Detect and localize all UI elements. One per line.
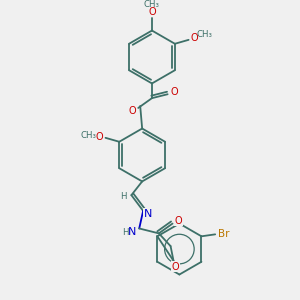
Text: O: O <box>172 262 179 272</box>
Text: N: N <box>128 227 136 237</box>
Text: H: H <box>122 228 129 237</box>
Text: O: O <box>191 33 198 43</box>
Text: N: N <box>144 209 152 219</box>
Text: H: H <box>120 192 127 201</box>
Text: CH₃: CH₃ <box>144 0 160 9</box>
Text: CH₃: CH₃ <box>196 30 212 39</box>
Text: O: O <box>171 87 178 97</box>
Text: O: O <box>96 132 104 142</box>
Text: CH₃: CH₃ <box>81 131 97 140</box>
Text: O: O <box>175 216 182 226</box>
Text: O: O <box>128 106 136 116</box>
Text: Br: Br <box>218 229 230 239</box>
Text: O: O <box>148 7 156 17</box>
